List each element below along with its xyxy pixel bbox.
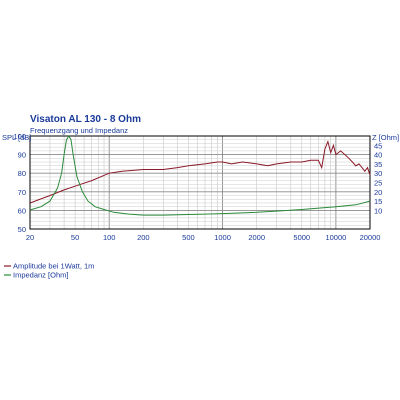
y-right-axis-label: Z [Ohm] — [372, 133, 399, 142]
y-right-tick-label: 45 — [374, 141, 382, 150]
plot-frame — [29, 135, 371, 230]
x-tick-label: 500 — [182, 233, 195, 242]
legend-label-2: Impedanz [Ohm] — [13, 271, 68, 280]
x-tick-label: 1000 — [214, 233, 231, 242]
x-tick-label: 200 — [137, 233, 150, 242]
y-left-axis-label: SPL [dB] — [2, 133, 31, 142]
y-right-tick-label: 35 — [374, 160, 382, 169]
chart-title: Visaton AL 130 - 8 Ohm — [30, 114, 141, 125]
x-tick-label: 100 — [103, 233, 116, 242]
y-right-tick-label: 25 — [374, 179, 382, 188]
y-left-tick-label: 50 — [18, 225, 26, 234]
y-left-tick-label: 70 — [18, 188, 26, 197]
x-tick-label: 20000 — [360, 233, 381, 242]
series-line-2 — [29, 135, 371, 216]
y-right-tick-label: 10 — [374, 206, 382, 215]
y-right-tick-label: 30 — [374, 169, 382, 178]
y-right-tick-label: 20 — [374, 188, 382, 197]
series-line-1 — [29, 139, 371, 204]
x-tick-label: 10000 — [325, 233, 346, 242]
x-tick-label: 20 — [26, 233, 34, 242]
y-left-tick-label: 100 — [13, 132, 26, 141]
chart-subtitle: Frequenzgang und Impedanz — [30, 126, 128, 135]
legend-label-1: Amplitude bei 1Watt, 1m — [13, 262, 94, 271]
y-left-tick-label: 90 — [18, 151, 26, 160]
y-left-tick-label: 80 — [18, 169, 26, 178]
x-tick-label: 50 — [71, 233, 79, 242]
y-right-tick-label: 40 — [374, 151, 382, 160]
y-right-tick-label: 15 — [374, 197, 382, 206]
x-tick-label: 5000 — [293, 233, 310, 242]
x-tick-label: 2000 — [248, 233, 265, 242]
y-left-tick-label: 60 — [18, 206, 26, 215]
